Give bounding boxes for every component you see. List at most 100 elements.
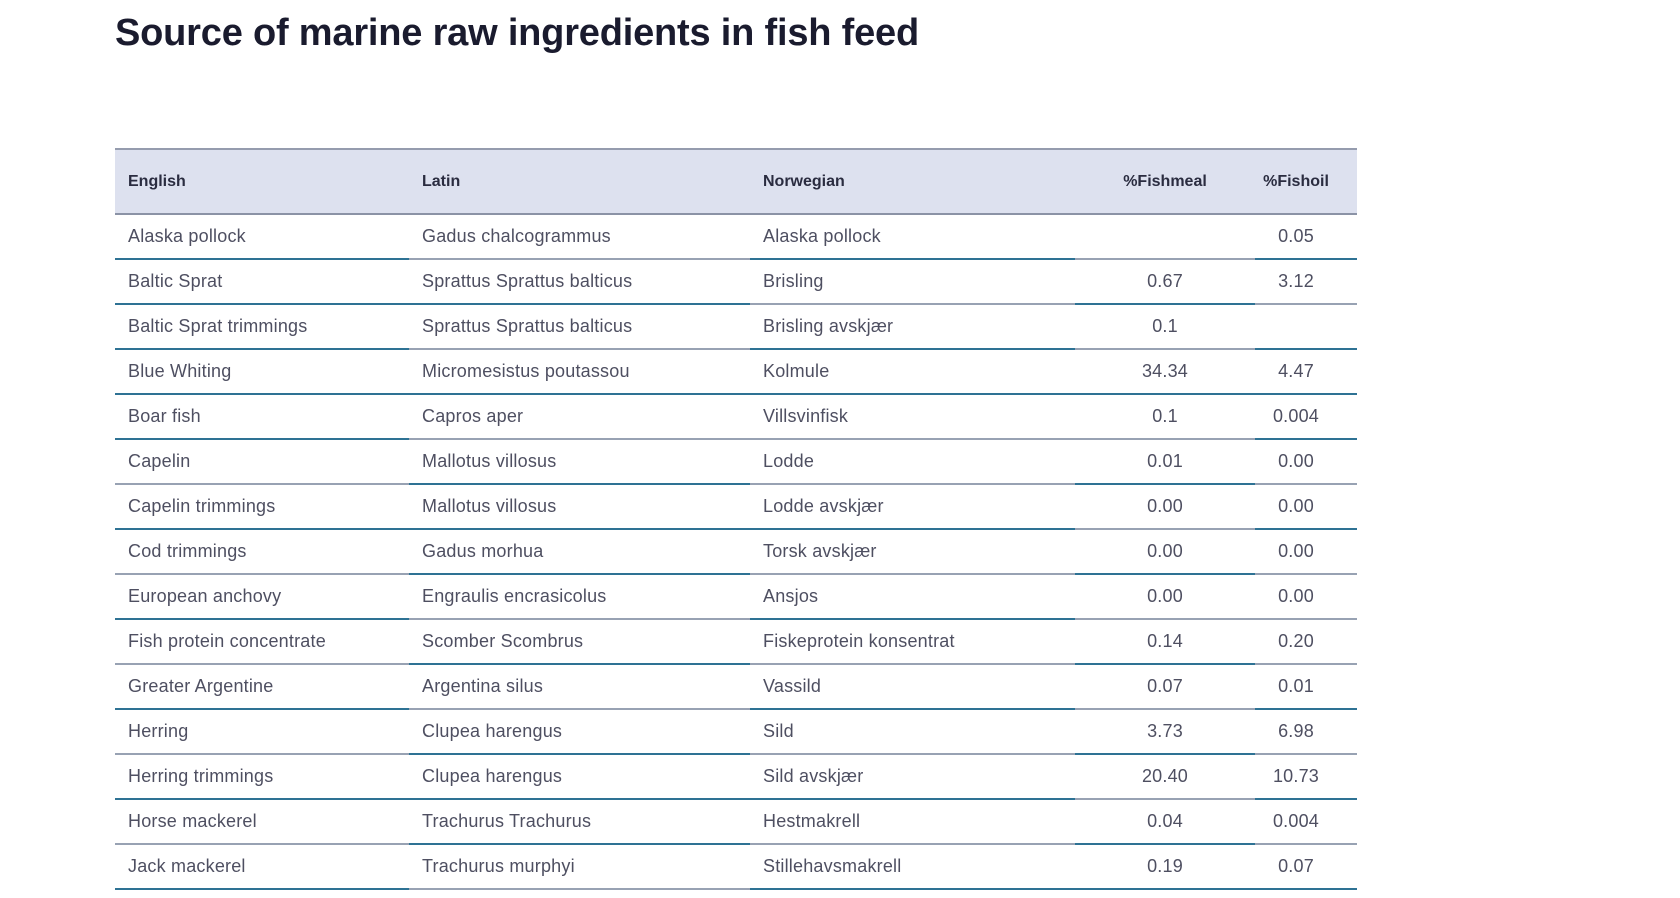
cell-fishmeal: 20.40 [1075, 754, 1255, 800]
cell-english: Fish protein concentrate [115, 619, 409, 665]
cell-latin: Engraulis encrasicolus [409, 574, 750, 620]
cell-latin: Sprattus Sprattus balticus [409, 304, 750, 350]
cell-norwegian: Sild avskjær [750, 754, 1075, 800]
cell-fishmeal [1075, 214, 1255, 260]
cell-norwegian: Torsk avskjær [750, 529, 1075, 575]
cell-norwegian: Brisling [750, 259, 1075, 305]
ingredients-table: English Latin Norwegian %Fishmeal %Fisho… [115, 148, 1357, 890]
cell-fishoil: 0.07 [1255, 844, 1357, 890]
cell-english: Baltic Sprat trimmings [115, 304, 409, 350]
cell-fishmeal: 0.00 [1075, 484, 1255, 530]
cell-norwegian: Lodde avskjær [750, 484, 1075, 530]
cell-english: Horse mackerel [115, 799, 409, 845]
cell-fishmeal: 0.1 [1075, 304, 1255, 350]
cell-fishoil: 0.01 [1255, 664, 1357, 710]
cell-fishmeal: 0.67 [1075, 259, 1255, 305]
cell-latin: Argentina silus [409, 664, 750, 710]
cell-norwegian: Lodde [750, 439, 1075, 485]
cell-norwegian: Alaska pollock [750, 214, 1075, 260]
table-row: Capelin Mallotus villosus Lodde 0.01 0.00 [115, 439, 1357, 485]
cell-latin: Capros aper [409, 394, 750, 440]
cell-fishoil: 0.00 [1255, 439, 1357, 485]
table-row: Baltic Sprat trimmings Sprattus Sprattus … [115, 304, 1357, 350]
cell-latin: Micromesistus poutassou [409, 349, 750, 395]
table-header: English Latin Norwegian %Fishmeal %Fisho… [115, 148, 1357, 215]
cell-fishmeal: 0.00 [1075, 529, 1255, 575]
cell-fishmeal: 34.34 [1075, 349, 1255, 395]
cell-norwegian: Stillehavsmakrell [750, 844, 1075, 890]
table-row: Cod trimmings Gadus morhua Torsk avskjær 0.… [115, 529, 1357, 575]
table-row: Jack mackerel Trachurus murphyi Stillehavs… [115, 844, 1357, 890]
cell-fishoil: 0.004 [1255, 394, 1357, 440]
cell-norwegian: Vassild [750, 664, 1075, 710]
cell-latin: Scomber Scombrus [409, 619, 750, 665]
cell-english: Cod trimmings [115, 529, 409, 575]
col-header-fishmeal: %Fishmeal [1075, 148, 1255, 215]
cell-fishmeal: 0.00 [1075, 574, 1255, 620]
cell-fishoil: 0.00 [1255, 529, 1357, 575]
cell-english: European anchovy [115, 574, 409, 620]
cell-latin: Trachurus murphyi [409, 844, 750, 890]
cell-latin: Mallotus villosus [409, 484, 750, 530]
cell-fishoil: 4.47 [1255, 349, 1357, 395]
col-header-norwegian: Norwegian [750, 148, 1075, 215]
table-row: Herring Clupea harengus Sild 3.73 6.98 [115, 709, 1357, 755]
cell-fishoil: 0.004 [1255, 799, 1357, 845]
col-header-fishoil: %Fishoil [1255, 148, 1357, 215]
cell-fishoil: 0.05 [1255, 214, 1357, 260]
cell-latin: Clupea harengus [409, 709, 750, 755]
table-row: Boar fish Capros aper Villsvinfisk 0.1 0.004 [115, 394, 1357, 440]
table-row: Herring trimmings Clupea harengus Sild avs… [115, 754, 1357, 800]
cell-latin: Gadus morhua [409, 529, 750, 575]
cell-fishmeal: 0.07 [1075, 664, 1255, 710]
cell-fishoil: 0.00 [1255, 484, 1357, 530]
cell-latin: Gadus chalcogrammus [409, 214, 750, 260]
cell-norwegian: Sild [750, 709, 1075, 755]
table-header-row: English Latin Norwegian %Fishmeal %Fisho… [115, 148, 1357, 215]
cell-fishoil: 10.73 [1255, 754, 1357, 800]
cell-fishoil: 6.98 [1255, 709, 1357, 755]
cell-fishoil: 0.20 [1255, 619, 1357, 665]
cell-latin: Sprattus Sprattus balticus [409, 259, 750, 305]
cell-fishmeal: 0.01 [1075, 439, 1255, 485]
cell-english: Capelin [115, 439, 409, 485]
cell-fishoil [1255, 304, 1357, 350]
cell-english: Herring trimmings [115, 754, 409, 800]
cell-fishmeal: 0.04 [1075, 799, 1255, 845]
table-row: Alaska pollock Gadus chalcogrammus Alaska … [115, 214, 1357, 260]
col-header-latin: Latin [409, 148, 750, 215]
cell-norwegian: Hestmakrell [750, 799, 1075, 845]
cell-norwegian: Fiskeprotein konsentrat [750, 619, 1075, 665]
table-row: European anchovy Engraulis encrasicolus An… [115, 574, 1357, 620]
cell-english: Boar fish [115, 394, 409, 440]
cell-latin: Mallotus villosus [409, 439, 750, 485]
cell-english: Capelin trimmings [115, 484, 409, 530]
cell-english: Herring [115, 709, 409, 755]
cell-fishoil: 3.12 [1255, 259, 1357, 305]
table-row: Greater Argentine Argentina silus Vassild 0… [115, 664, 1357, 710]
table-row: Blue Whiting Micromesistus poutassou Kolmu… [115, 349, 1357, 395]
cell-latin: Trachurus Trachurus [409, 799, 750, 845]
cell-norwegian: Brisling avskjær [750, 304, 1075, 350]
table-row: Fish protein concentrate Scomber Scombrus… [115, 619, 1357, 665]
cell-fishmeal: 0.1 [1075, 394, 1255, 440]
cell-english: Jack mackerel [115, 844, 409, 890]
cell-english: Baltic Sprat [115, 259, 409, 305]
cell-english: Greater Argentine [115, 664, 409, 710]
cell-fishmeal: 3.73 [1075, 709, 1255, 755]
cell-fishmeal: 0.19 [1075, 844, 1255, 890]
col-header-english: English [115, 148, 409, 215]
cell-english: Blue Whiting [115, 349, 409, 395]
cell-fishoil: 0.00 [1255, 574, 1357, 620]
cell-norwegian: Villsvinfisk [750, 394, 1075, 440]
cell-norwegian: Kolmule [750, 349, 1075, 395]
table-body: Alaska pollock Gadus chalcogrammus Alaska … [115, 214, 1357, 890]
page-title: Source of marine raw ingredients in fish… [115, 12, 919, 54]
cell-norwegian: Ansjos [750, 574, 1075, 620]
table-row: Horse mackerel Trachurus Trachurus Hestmak… [115, 799, 1357, 845]
cell-english: Alaska pollock [115, 214, 409, 260]
table-row: Baltic Sprat Sprattus Sprattus balticus Br… [115, 259, 1357, 305]
table-row: Capelin trimmings Mallotus villosus Lodde … [115, 484, 1357, 530]
cell-latin: Clupea harengus [409, 754, 750, 800]
